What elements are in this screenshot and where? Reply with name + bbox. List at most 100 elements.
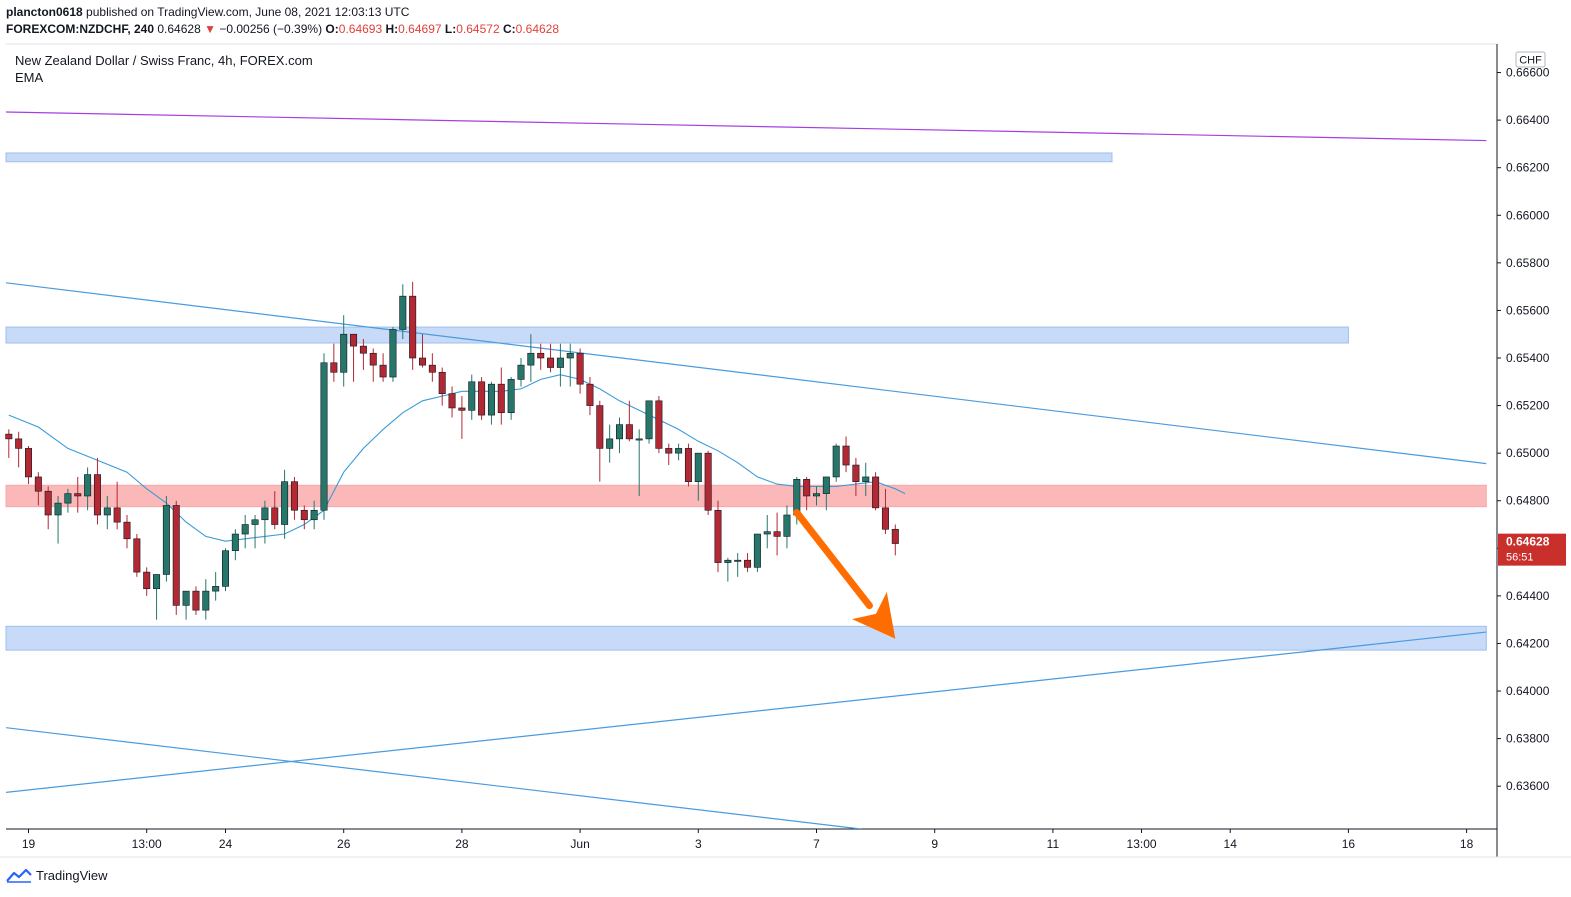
candle-body (330, 362, 338, 373)
x-tick-label: 28 (455, 837, 469, 851)
publish-info: plancton0618 published on TradingView.co… (6, 5, 409, 19)
chart-legend-title: New Zealand Dollar / Swiss Franc, 4h, FO… (15, 53, 313, 68)
candle-body (566, 352, 574, 359)
zone-0642 (5, 625, 1487, 651)
y-tick-label: 0.65400 (1506, 351, 1550, 365)
current-price-label: 0.64628 (1506, 535, 1550, 549)
candle-body (881, 507, 889, 530)
candle-body (369, 352, 377, 366)
candle-body (418, 357, 426, 366)
candle-body (389, 329, 397, 378)
candle-body (261, 507, 269, 521)
candle-body (675, 448, 683, 454)
tradingview-footer[interactable]: TradingView (6, 868, 108, 883)
candle-body (704, 452, 712, 511)
countdown-label: 56:51 (1506, 552, 1534, 564)
high-label: H: (385, 22, 399, 36)
x-tick-label: 14 (1224, 837, 1238, 851)
x-tick-label: 9 (931, 837, 938, 851)
candle-body (359, 345, 367, 354)
last-price: 0.64628 (157, 22, 201, 36)
x-tick-label: 13:00 (132, 837, 162, 851)
y-tick-label: 0.65000 (1506, 446, 1550, 460)
candle-body (635, 438, 643, 441)
candle-body (547, 357, 555, 368)
y-tick-label: 0.65600 (1506, 303, 1550, 317)
y-tick-label: 0.64400 (1506, 589, 1550, 603)
purple-resistance (6, 111, 1487, 142)
y-tick-label: 0.66000 (1506, 208, 1550, 222)
candle-body (24, 448, 32, 478)
open-label: O: (325, 22, 339, 36)
candle-body (153, 574, 161, 590)
candle-body (123, 521, 131, 540)
close-value: 0.64628 (515, 22, 560, 36)
candle-body (517, 364, 525, 380)
symbol-info: FOREXCOM:NZDCHF, 240 0.64628 ▼ −0.00256 … (6, 22, 559, 36)
candle-body (162, 505, 170, 575)
candle-body (251, 519, 259, 525)
candle-body (103, 507, 111, 516)
candle-body (458, 407, 466, 411)
candle-body (576, 352, 584, 385)
candle-body (556, 357, 564, 368)
candle-body (438, 371, 446, 394)
candle-body (596, 405, 604, 449)
low-value: 0.64572 (456, 22, 500, 36)
candle-body (507, 379, 515, 414)
candle-body (340, 333, 348, 373)
close-label: C: (502, 22, 516, 36)
chart-legend-indicator[interactable]: EMA (15, 70, 44, 85)
descending-trendline (6, 282, 1487, 465)
candle-body (34, 476, 42, 492)
candle-body (734, 559, 742, 562)
candle-body (625, 424, 633, 440)
lower-descending-line (6, 727, 861, 829)
candle-body (379, 364, 387, 378)
candle-body (54, 502, 62, 516)
candle-body (133, 538, 141, 573)
candle-body (684, 448, 692, 482)
y-tick-label: 0.65200 (1506, 399, 1550, 413)
candle-body (64, 493, 72, 504)
candle-body (527, 352, 535, 366)
candle-body (645, 400, 653, 440)
candle-body (606, 438, 614, 449)
candle-body (231, 533, 239, 551)
publisher-name[interactable]: plancton0618 (6, 5, 83, 19)
candle-body (812, 493, 820, 497)
high-value: 0.64697 (398, 22, 442, 36)
y-tick-label: 0.63800 (1506, 732, 1550, 746)
zone-0648 (5, 484, 1487, 508)
y-tick-label: 0.63600 (1506, 779, 1550, 793)
candle-body (763, 531, 771, 535)
candle-body (586, 383, 594, 406)
candle-body (143, 571, 151, 590)
candle-body (448, 393, 456, 409)
price-change: −0.00256 (−0.39%) (219, 22, 323, 36)
y-tick-label: 0.64000 (1506, 684, 1550, 698)
candle-body (290, 481, 298, 511)
candle-body (271, 507, 279, 525)
candle-body (753, 533, 761, 568)
zone-0655 (5, 326, 1349, 344)
candle-body (655, 400, 663, 449)
candle-body (428, 364, 436, 373)
candle-body (803, 479, 811, 497)
currency-label: CHF (1519, 55, 1542, 67)
y-tick-label: 0.66200 (1506, 161, 1550, 175)
symbol: FOREXCOM:NZDCHF, 240 (6, 22, 155, 36)
candle-body (15, 438, 23, 449)
candle-body (615, 424, 623, 440)
candle-body (773, 531, 781, 537)
candle-body (872, 476, 880, 509)
candle-body (74, 493, 82, 497)
candle-body (487, 383, 495, 416)
x-tick-label: 3 (695, 837, 702, 851)
candle-body (350, 333, 358, 347)
y-tick-label: 0.65800 (1506, 256, 1550, 270)
x-tick-label: 13:00 (1127, 837, 1157, 851)
trend-arrow-head (852, 592, 896, 639)
candle-body (478, 381, 486, 416)
